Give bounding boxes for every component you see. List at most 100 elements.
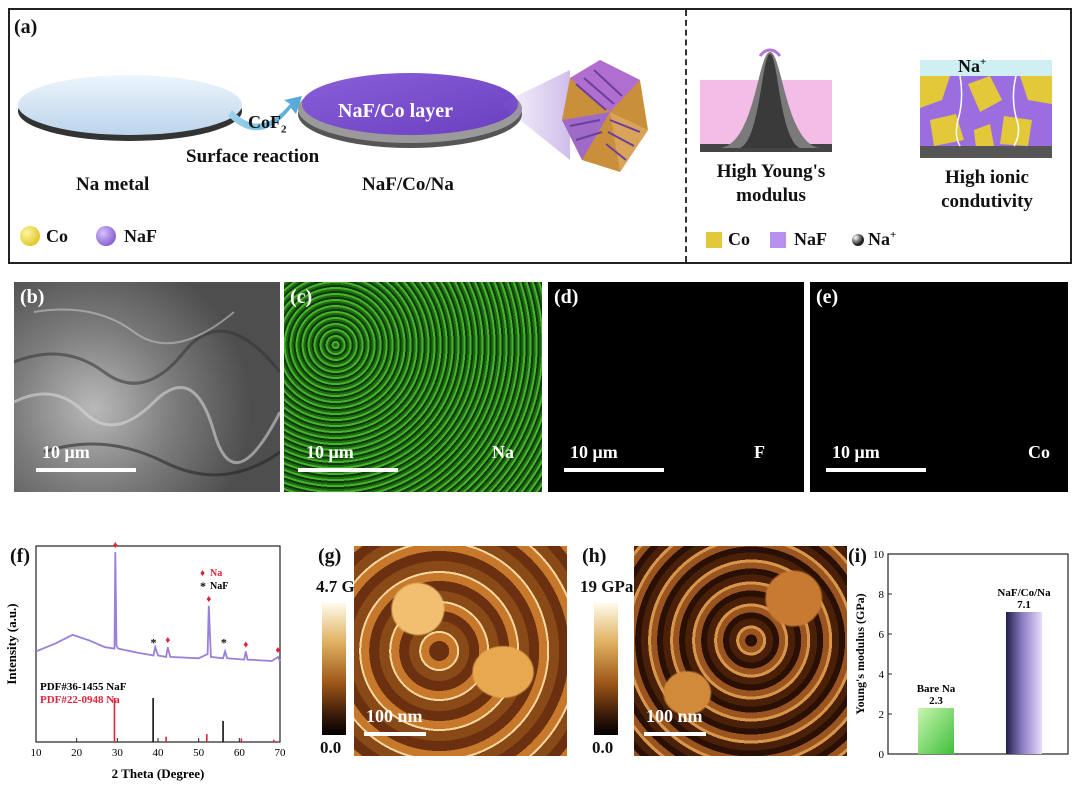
xrd-xtick-label: 10 — [31, 747, 43, 759]
scale-text-b: 10 μm — [42, 442, 90, 462]
afm-image-h: 100 nm — [634, 546, 847, 756]
element-c: Na — [492, 442, 514, 462]
legend-naf-marker: * — [200, 579, 206, 593]
na-metal-label: Na metal — [76, 174, 150, 195]
xrd-trace — [35, 551, 281, 662]
xrd-ylabel: Intensity (a.u.) — [4, 603, 19, 684]
eds-image-d: (d) 10 μm F — [548, 282, 804, 492]
pdf-na-label: PDF#22-0948 Na — [40, 694, 120, 706]
xrd-xtick-label: 60 — [234, 747, 246, 759]
scale-bar-c — [298, 468, 398, 472]
scale-bar-h — [644, 732, 706, 736]
colorbar-h — [594, 603, 618, 735]
co-legend-label: Co — [46, 226, 68, 246]
naf-legend-label: NaF — [124, 226, 157, 246]
scale-bar-e — [826, 468, 926, 472]
colorbar-g — [322, 603, 346, 735]
xrd-xlabel: 2 Theta (Degree) — [112, 766, 205, 781]
co-legend2-label: Co — [728, 229, 750, 249]
xrd-xtick-label: 50 — [193, 747, 205, 759]
scale-text-c: 10 μm — [306, 442, 354, 462]
scale-text-d: 10 μm — [570, 442, 618, 462]
scale-bar-b — [36, 468, 136, 472]
cof2-label: CoF2 — [248, 112, 287, 136]
pdf-naf-label: PDF#36-1455 NaF — [40, 681, 127, 693]
legend-na-label: Na — [210, 568, 222, 579]
naf-peak-marker: * — [221, 636, 227, 650]
na-peak-marker: ♦ — [206, 594, 211, 605]
xrd-xtick-label: 30 — [112, 747, 124, 759]
bar-naf-co-na — [1006, 612, 1042, 754]
element-e: Co — [1028, 442, 1050, 462]
bar-ytick-label: 10 — [873, 549, 885, 561]
co-legend-icon — [20, 226, 40, 246]
ionic-conductivity-illustration — [920, 60, 1052, 158]
bar-ytick-label: 6 — [879, 629, 885, 641]
young-modulus-label: High Young's modulus — [716, 161, 826, 206]
bar-frame — [887, 553, 1069, 755]
panel-b-label: (b) — [20, 286, 45, 308]
naf-legend-icon — [96, 226, 116, 246]
na-ion-legend-icon — [852, 234, 864, 246]
naf-co-disc — [302, 73, 518, 135]
bar-ytick-label: 4 — [879, 669, 885, 681]
scale-text-h: 100 nm — [646, 706, 703, 726]
panel-g-label: (g) — [318, 545, 342, 567]
bar-category-label: NaF/Co/Na — [997, 587, 1051, 599]
na-ion-legend-label: Na+ — [868, 229, 897, 249]
na-metal-disc — [18, 75, 242, 135]
na-plus-label: Na+ — [958, 56, 987, 76]
colorbar-h-min: 0.0 — [592, 738, 614, 757]
young-modulus-illustration — [700, 48, 832, 152]
panel-a-schematic — [18, 60, 648, 172]
scale-text-e: 10 μm — [832, 442, 880, 462]
sem-image-b: (b) 10 μm — [14, 282, 280, 492]
scale-text-g: 100 nm — [366, 706, 423, 726]
reaction-arrow — [228, 96, 302, 131]
panel-a-frame — [8, 8, 1072, 264]
ionic-conductivity-label: High ionic condutivity — [941, 167, 1033, 212]
naf-legend2-label: NaF — [794, 229, 827, 249]
xrd-xtick-label: 40 — [153, 747, 165, 759]
eds-image-e: (e) 10 μm Co — [810, 282, 1068, 492]
surface-reaction-label: Surface reaction — [186, 146, 320, 167]
afm-image-g: 100 nm — [354, 546, 567, 756]
naf-co-layer-label: NaF/Co layer — [338, 100, 453, 122]
na-peak-marker: ♦ — [165, 635, 170, 646]
panel-h-label: (h) — [582, 545, 607, 567]
panel-e-label: (e) — [816, 286, 839, 308]
scale-bar-d — [564, 468, 664, 472]
panel-c-label: (c) — [290, 286, 313, 308]
colorbar-h-max: 19 GPa — [580, 577, 634, 596]
panel-a-divider — [685, 10, 687, 262]
bar-value-label: 2.3 — [929, 695, 943, 707]
panel-d-label: (d) — [554, 286, 579, 308]
scale-bar-g — [364, 732, 426, 736]
na-peak-marker: ♦ — [113, 540, 118, 551]
xrd-xtick-label: 70 — [275, 747, 287, 759]
zoom-cone — [500, 70, 570, 160]
xrd-xtick-label: 20 — [71, 747, 83, 759]
na-peak-marker: ♦ — [275, 645, 280, 656]
panel-i-label: (i) — [848, 545, 867, 567]
naf-peak-marker: * — [151, 636, 157, 650]
bar-ytick-label: 2 — [879, 709, 885, 721]
legend-na-marker: ♦ — [200, 568, 205, 579]
colorbar-g-min: 0.0 — [320, 738, 342, 757]
bar-value-label: 7.1 — [1017, 599, 1031, 611]
panel-a-label: (a) — [14, 16, 38, 38]
eds-image-c: (c) 10 μm Na — [284, 282, 542, 492]
xrd-chart: 10 20 30 40 50 60 70 2 Theta (Degree) Intensity … — [4, 540, 287, 781]
naf-legend2-swatch — [770, 232, 786, 248]
nanoparticle-icon — [562, 60, 648, 172]
bar-ylabel: Young's modulus (GPa) — [853, 593, 867, 714]
bar-category-label: Bare Na — [917, 683, 956, 695]
na-peak-marker: ♦ — [243, 639, 248, 650]
naf-co-na-label: NaF/Co/Na — [362, 174, 454, 195]
element-d: F — [754, 442, 765, 462]
bar-ytick-label: 8 — [879, 589, 885, 601]
co-legend2-swatch — [706, 232, 722, 248]
legend-naf-label: NaF — [210, 581, 228, 592]
panel-f-label: (f) — [10, 545, 30, 567]
